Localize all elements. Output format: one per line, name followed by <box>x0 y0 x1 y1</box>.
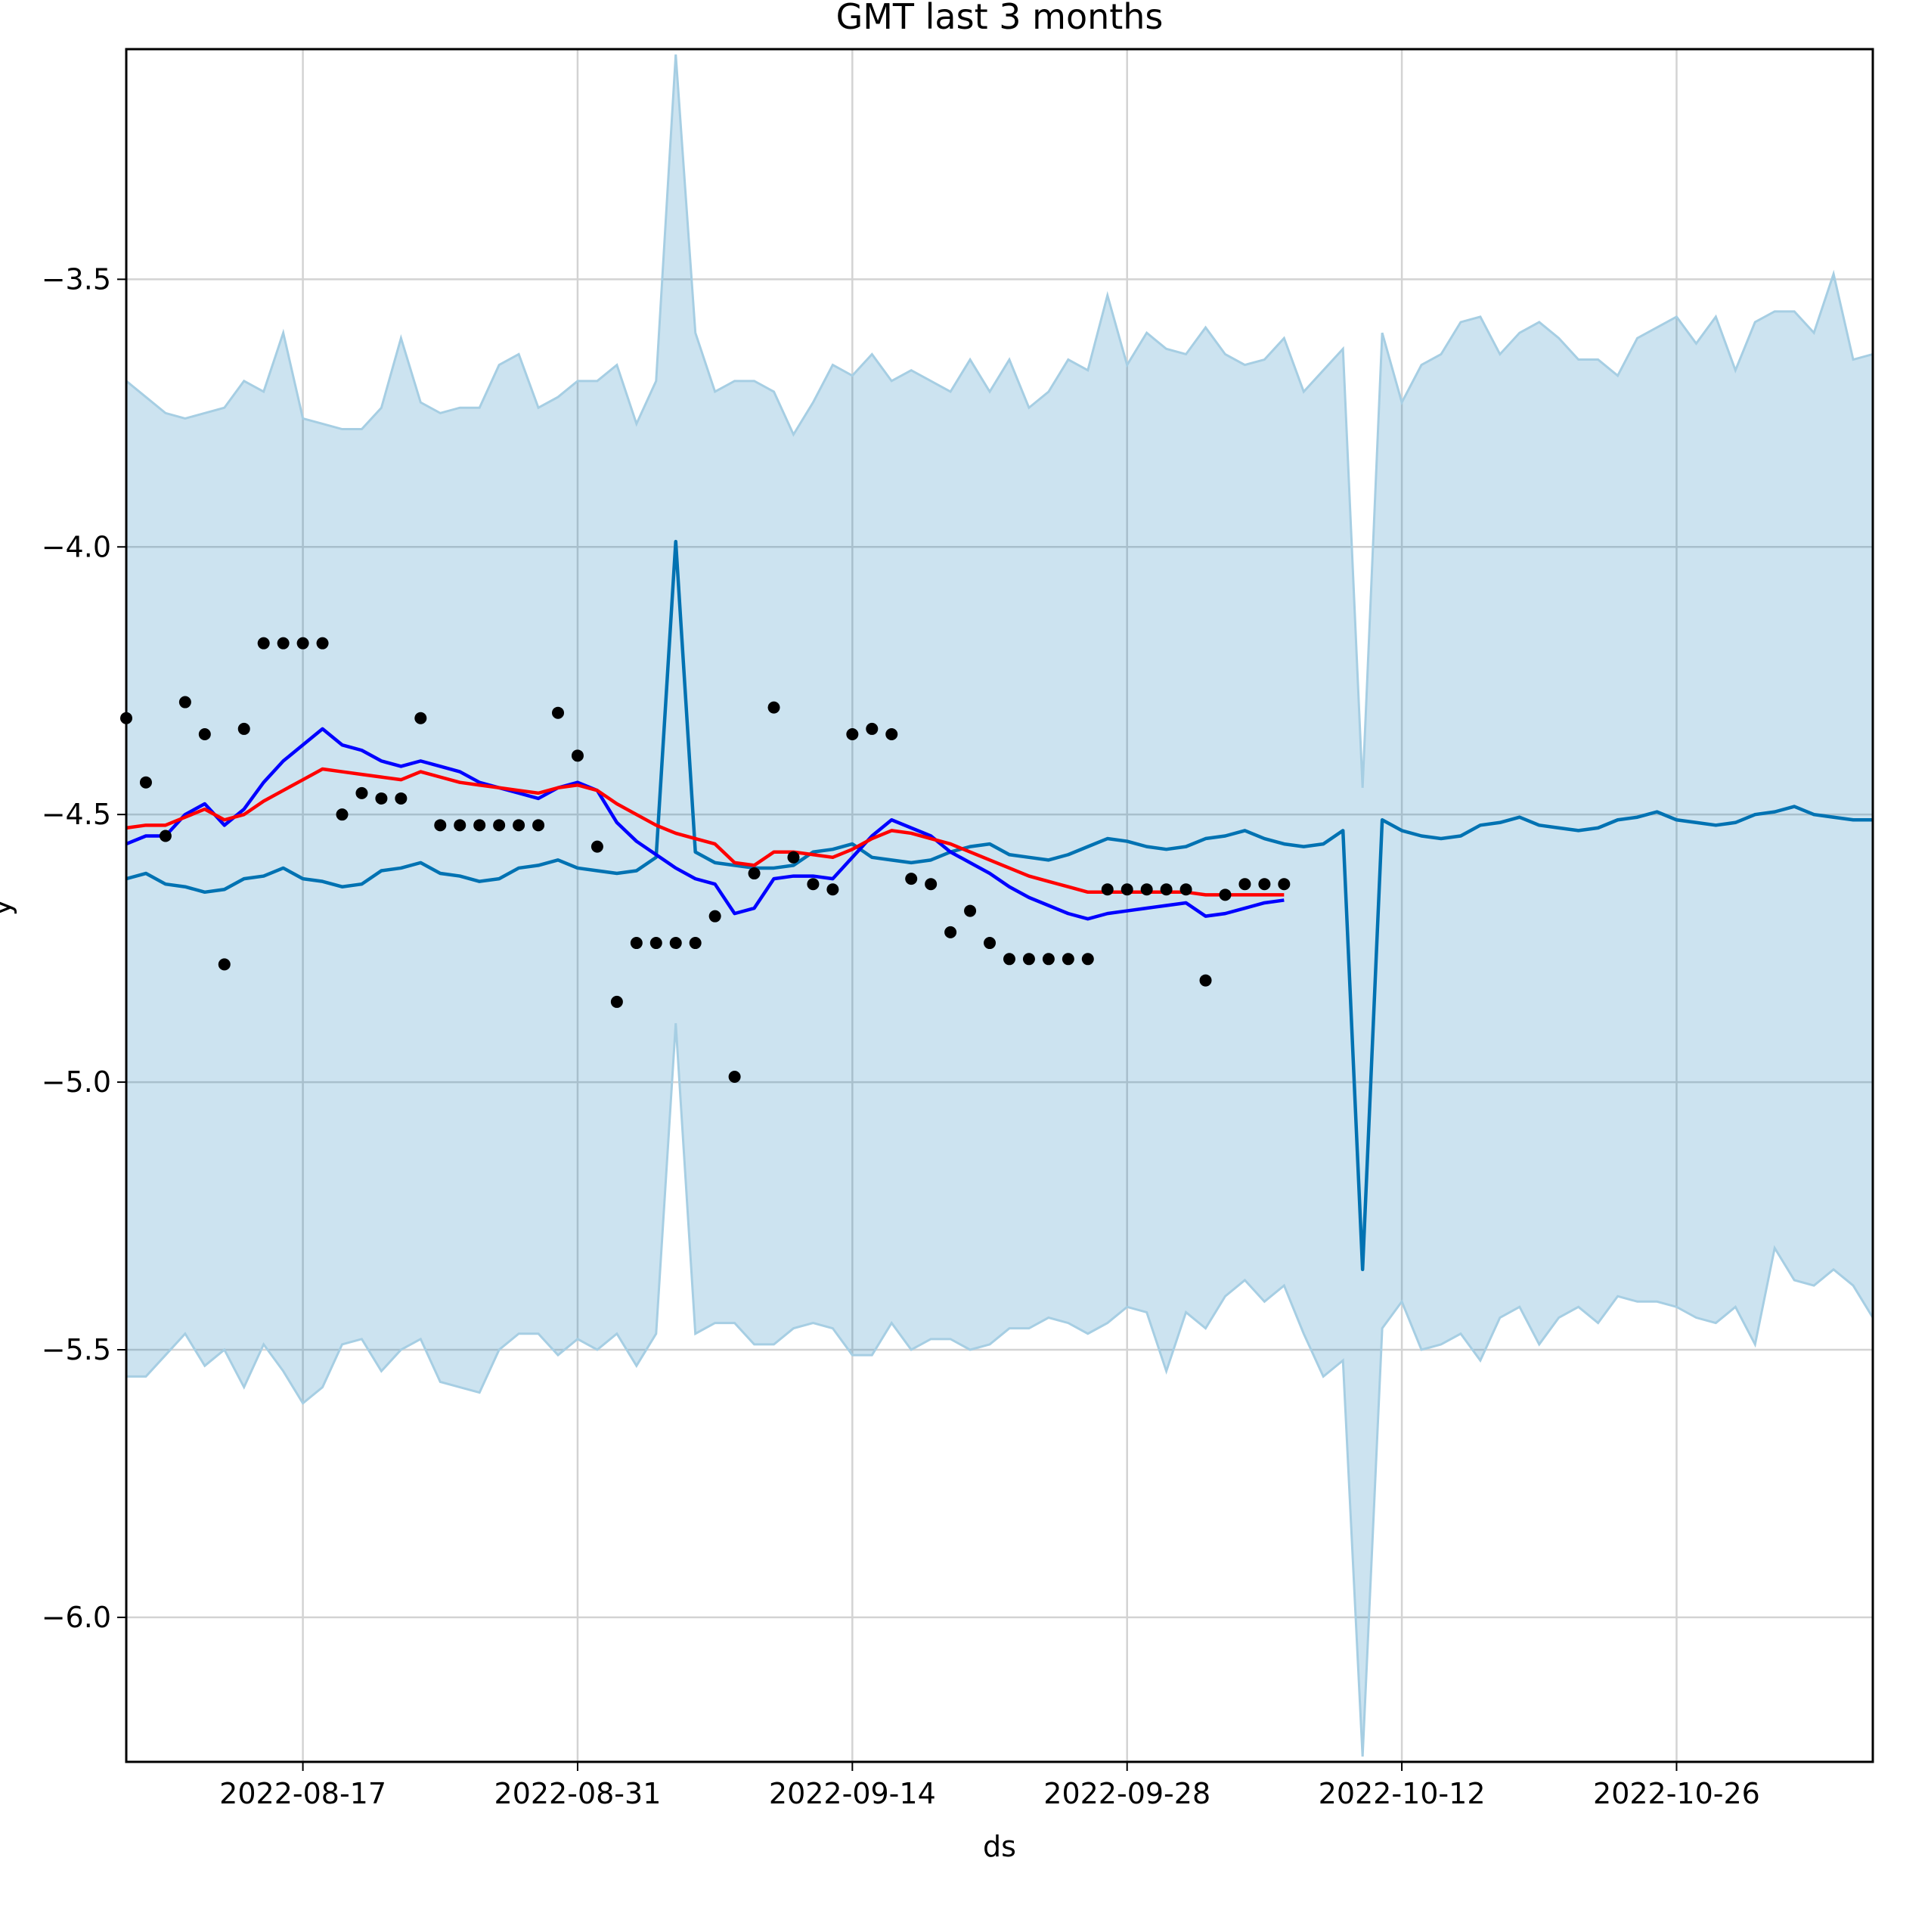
observed-point <box>552 706 565 719</box>
observed-point <box>1160 883 1173 896</box>
observed-point <box>1140 883 1153 896</box>
observed-point <box>1238 878 1251 891</box>
observed-point <box>257 637 270 650</box>
observed-point <box>1003 953 1015 966</box>
y-tick-label: −6.0 <box>42 1601 111 1634</box>
observed-point <box>1022 953 1035 966</box>
y-tick-label: −4.0 <box>42 530 111 563</box>
observed-point <box>454 819 467 832</box>
observed-point <box>649 937 662 950</box>
forecast-line <box>126 539 1873 1272</box>
observed-point <box>1258 878 1271 891</box>
uncertainty-band <box>126 54 1874 1757</box>
x-tick-label: 2022-08-31 <box>494 1777 662 1810</box>
observed-point <box>807 878 820 891</box>
observed-point <box>944 926 957 938</box>
observed-point <box>316 637 329 650</box>
observed-point <box>532 819 545 832</box>
x-tick-label: 2022-09-28 <box>1043 1777 1210 1810</box>
observed-point <box>748 867 761 880</box>
observed-point <box>139 776 152 789</box>
observed-point <box>689 937 702 950</box>
observed-point <box>178 696 191 709</box>
y-tick-label: −5.5 <box>42 1333 111 1366</box>
observed-point <box>728 1071 741 1083</box>
observed-point <box>925 878 938 891</box>
observed-point <box>1062 953 1074 966</box>
x-tick-label: 2022-10-12 <box>1319 1777 1486 1810</box>
x-tick-label: 2022-09-14 <box>769 1777 936 1810</box>
observed-point <box>590 840 603 853</box>
chart-title: GMT last 3 months <box>836 0 1164 37</box>
band-lower-edge <box>126 1023 1874 1757</box>
y-tick-label: −4.5 <box>42 798 111 831</box>
observed-point <box>984 937 997 950</box>
observed-point <box>866 722 879 735</box>
observed-point <box>277 637 290 650</box>
observed-point <box>296 637 309 650</box>
fit-red-line <box>126 767 1285 897</box>
observed-point <box>493 819 506 832</box>
observed-point <box>1121 883 1133 896</box>
observed-point <box>1081 953 1094 966</box>
observed-point <box>1179 883 1192 896</box>
fit-blue-line <box>126 727 1285 921</box>
observed-point <box>375 792 388 805</box>
observed-point <box>610 995 623 1008</box>
observed-point <box>964 904 977 917</box>
observed-point <box>218 958 231 971</box>
x-axis-ticks: 2022-08-17 2022-08-31 2022-09-14 2022-09-28… <box>219 1762 1760 1810</box>
observed-point <box>826 883 839 896</box>
observed-points <box>120 637 1291 1083</box>
observed-point <box>198 728 211 740</box>
observed-point <box>355 786 368 799</box>
grid <box>126 49 1873 1762</box>
uncertainty-band-area <box>126 54 1873 1757</box>
observed-point <box>669 937 682 950</box>
y-tick-label: −3.5 <box>42 262 111 296</box>
observed-point <box>767 701 780 714</box>
observed-point <box>571 749 584 762</box>
observed-point <box>1219 888 1232 901</box>
x-tick-label: 2022-10-26 <box>1593 1777 1760 1810</box>
y-axis-ticks: −3.5 −4.0 −4.5 −5.0 −5.5 −6.0 <box>42 262 126 1634</box>
observed-point <box>630 937 643 950</box>
plot-area-frame <box>125 48 1874 1763</box>
x-axis-label: ds <box>983 1830 1016 1863</box>
observed-point <box>905 873 918 885</box>
y-tick-label: −5.0 <box>42 1065 111 1099</box>
observed-point <box>1278 878 1291 891</box>
observed-point <box>395 792 408 805</box>
series-lines <box>126 539 1873 1272</box>
observed-point <box>846 728 859 740</box>
observed-point <box>1042 953 1055 966</box>
observed-point <box>1101 883 1114 896</box>
band-upper-edge <box>126 54 1874 788</box>
observed-point <box>237 722 250 735</box>
observed-point <box>159 830 172 842</box>
observed-point <box>787 851 800 864</box>
observed-point <box>434 819 447 832</box>
observed-point <box>513 819 525 832</box>
y-axis-label: y <box>0 899 17 916</box>
observed-point <box>1199 974 1212 987</box>
x-tick-label: 2022-08-17 <box>219 1777 386 1810</box>
observed-point <box>336 808 349 821</box>
observed-point <box>708 910 721 923</box>
observed-point <box>885 728 898 740</box>
observed-point <box>473 819 486 832</box>
observed-point <box>414 712 427 724</box>
